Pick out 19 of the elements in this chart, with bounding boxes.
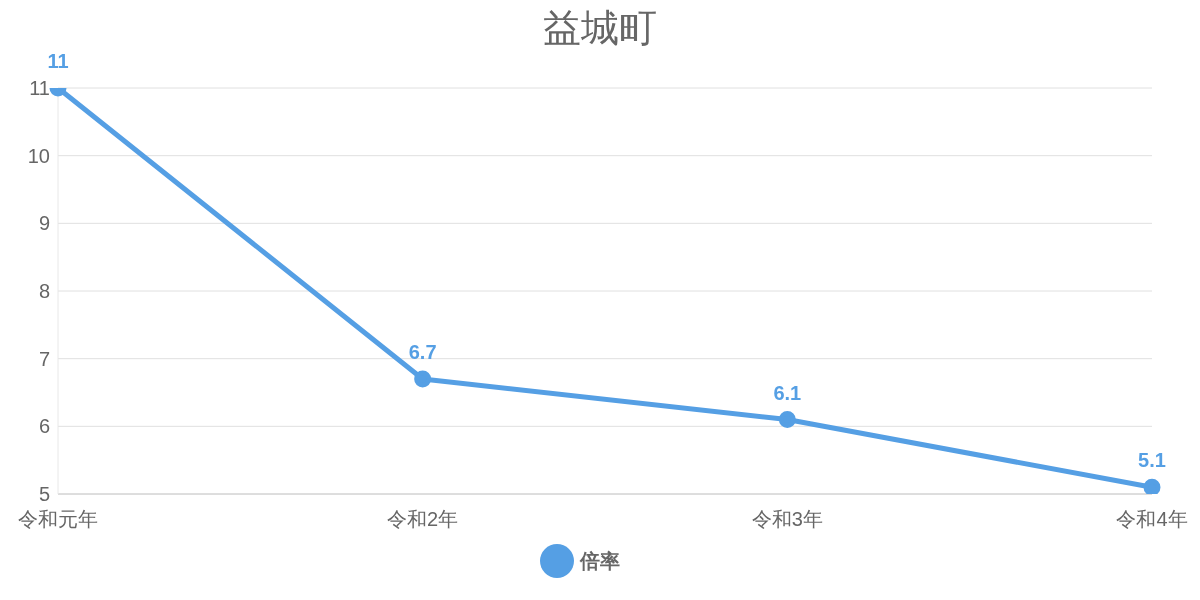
y-tick-label: 5 — [38, 483, 50, 506]
y-tick-label: 8 — [38, 280, 50, 303]
point — [778, 411, 796, 429]
x-tick-label: 令和3年 — [751, 508, 823, 531]
y-tick-label: 10 — [27, 144, 50, 167]
data-label: 5.1 — [1138, 449, 1166, 472]
x-tick-label: 令和4年 — [1116, 508, 1188, 531]
data-label: 6.7 — [408, 340, 437, 363]
chart-title: 益城町 — [542, 7, 658, 49]
y-tick-label: 7 — [38, 347, 50, 370]
y-tick-label: 11 — [29, 77, 50, 100]
data-label: 6.1 — [773, 381, 802, 404]
x-tick-label: 令和元年 — [18, 508, 98, 531]
y-tick-label: 9 — [38, 212, 50, 235]
legend-label: 倍率 — [580, 548, 620, 574]
x-tick-label: 令和2年 — [387, 508, 459, 531]
point — [414, 370, 432, 388]
point — [1143, 478, 1161, 494]
y-tick-label: 6 — [38, 415, 50, 438]
